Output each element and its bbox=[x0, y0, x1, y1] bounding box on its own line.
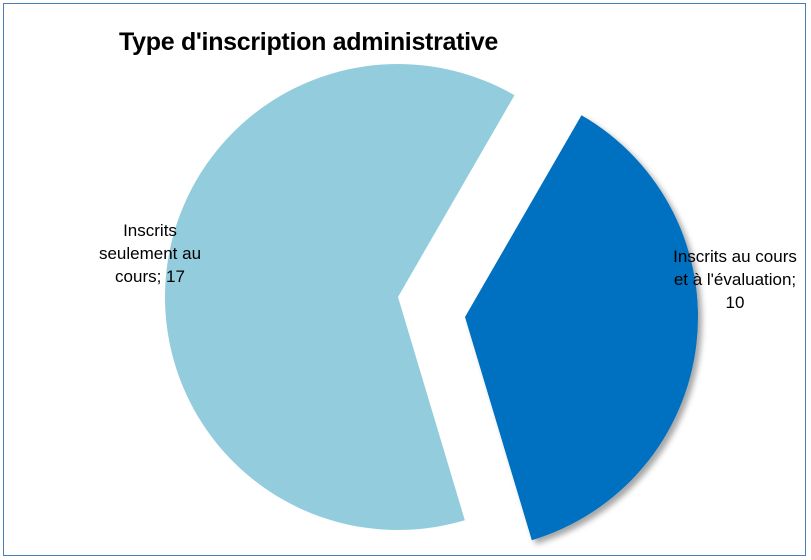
pie-slice-label-1: Inscrits au cours et à l'évaluation; 10 bbox=[673, 247, 797, 312]
pie-slice-label-2: Inscrits seulement au cours; 17 bbox=[99, 221, 201, 286]
chart-title: Type d'inscription administrative bbox=[119, 28, 498, 56]
pie-slice-1 bbox=[465, 115, 698, 541]
pie-slice-2 bbox=[164, 64, 515, 531]
